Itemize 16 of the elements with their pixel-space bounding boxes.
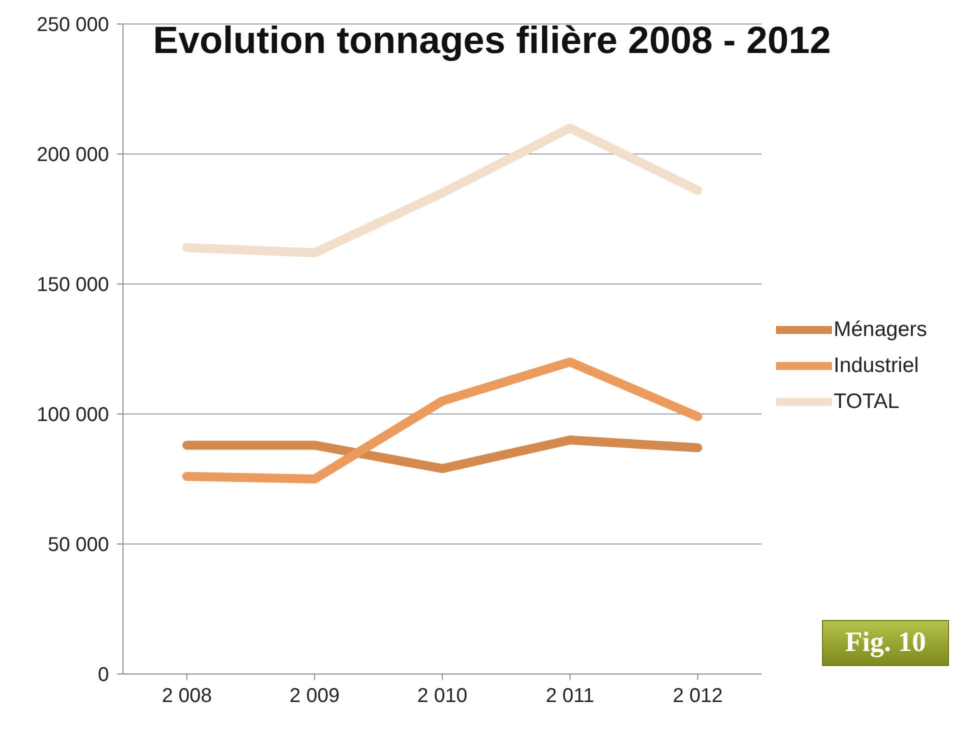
chart-title: Evolution tonnages filière 2008 - 2012: [153, 20, 831, 63]
x-tick-label: 2 009: [290, 685, 340, 708]
caption: Fig. 10: [822, 620, 949, 666]
y-tick-label: 150 000: [36, 274, 109, 296]
x-tick-label: 2 011: [546, 685, 594, 708]
x-tick-label: 2 012: [672, 685, 723, 708]
legend-label: Ménagers: [832, 318, 927, 342]
y-tick-label: 100 000: [36, 404, 109, 426]
legend-label: Industriel: [832, 354, 920, 378]
y-tick-label: 250 000: [36, 14, 109, 36]
x-tick-label: 2 008: [162, 685, 212, 708]
x-tick-label: 2 010: [417, 685, 468, 708]
legend-label: TOTAL: [832, 390, 900, 414]
y-tick-label: 0: [98, 664, 109, 686]
y-tick-label: 200 000: [36, 144, 109, 166]
y-tick-label: 50 000: [48, 534, 109, 556]
